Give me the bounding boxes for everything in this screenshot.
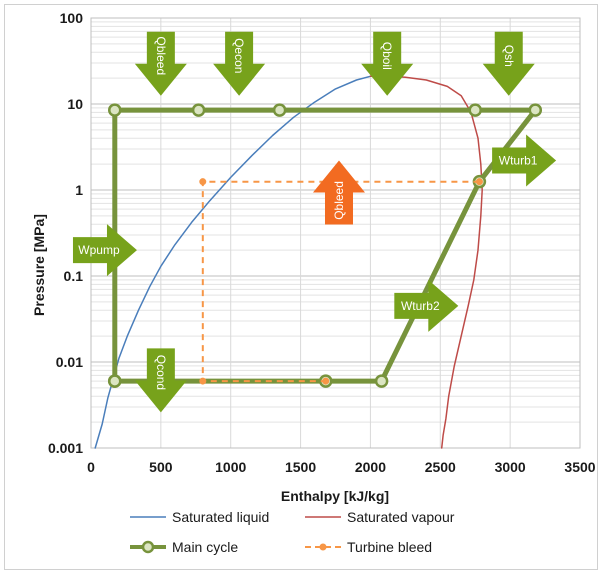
- data-point: [322, 377, 330, 385]
- arrow-label: Qboil: [380, 42, 394, 70]
- arrow-wturb2: Wturb2: [394, 279, 459, 332]
- x-tick-label: 3500: [564, 459, 595, 475]
- legend-label: Main cycle: [172, 539, 238, 555]
- arrow-shape: [361, 31, 414, 96]
- arrow-shape: [492, 134, 557, 187]
- series-line-saturated-liquid: [94, 75, 372, 449]
- y-axis-title: Pressure [MPa]: [31, 214, 47, 316]
- arrow-qsh: Qsh: [482, 31, 535, 96]
- arrow-qbleed: Qbleed: [134, 31, 187, 96]
- x-tick-label: 1000: [215, 459, 246, 475]
- x-tick-label: 3000: [495, 459, 526, 475]
- series-line-turbine-bleed: [201, 180, 480, 383]
- legend-marker: [141, 540, 155, 554]
- data-point: [374, 374, 389, 388]
- data-point: [199, 178, 207, 186]
- arrow-label: Wpump: [78, 243, 120, 257]
- data-point: [272, 103, 287, 117]
- arrow-shape: [312, 160, 365, 225]
- x-tick-label: 2000: [355, 459, 386, 475]
- x-tick-label: 2500: [425, 459, 456, 475]
- y-tick-label: 0.001: [48, 440, 83, 456]
- legend: Saturated liquid Saturated vapour Main cyc…: [130, 509, 455, 555]
- x-axis-title: Enthalpy [kJ/kg]: [281, 488, 389, 504]
- data-point: [108, 103, 122, 117]
- data-point: [475, 178, 483, 186]
- y-tick-label: 0.1: [64, 268, 84, 284]
- arrow-label: Qecon: [232, 38, 246, 73]
- legend-marker: [319, 543, 327, 551]
- arrow-qboil: Qboil: [361, 31, 414, 96]
- arrow-qcond: Qcond: [134, 348, 187, 413]
- arrow-shape: [72, 224, 137, 277]
- data-point: [199, 377, 207, 385]
- data-point: [528, 103, 543, 117]
- arrow-qbleed: Qbleed: [312, 160, 365, 225]
- x-tick-label: 500: [149, 459, 173, 475]
- arrow-label: Qbleed: [332, 181, 346, 220]
- arrow-shape: [134, 31, 187, 96]
- legend-label: Saturated liquid: [172, 509, 269, 525]
- arrow-shape: [394, 279, 459, 332]
- legend-label: Turbine bleed: [347, 539, 432, 555]
- arrow-shape: [134, 348, 187, 413]
- arrow-shape: [213, 31, 266, 96]
- data-point: [191, 103, 206, 117]
- y-tick-label: 100: [60, 10, 84, 26]
- y-tick-label: 1: [75, 182, 83, 198]
- arrow-shape: [482, 31, 535, 96]
- data-point: [108, 374, 122, 388]
- arrow-wpump: Wpump: [72, 224, 137, 277]
- y-tick-label: 0.01: [56, 354, 83, 370]
- chart-frame: [4, 4, 598, 570]
- arrow-label: Qsh: [502, 45, 516, 67]
- series-layer: [94, 75, 543, 449]
- plot-area-border: [90, 17, 581, 449]
- x-tick-label: 0: [87, 459, 95, 475]
- tick-layer: 0 500 1000 1500 2000 2500 3000 3500 0.001 0.01 0.1…: [48, 10, 596, 475]
- arrow-layer: Qbleed Qecon Qboil Qsh Qbleed Wturb1 Wpump Wtur…: [72, 31, 557, 413]
- arrow-label: Wturb2: [401, 299, 440, 313]
- arrow-label: Qbleed: [154, 36, 168, 75]
- arrow-qecon: Qecon: [213, 31, 266, 96]
- y-tick-label: 10: [67, 96, 83, 112]
- x-tick-label: 1500: [285, 459, 316, 475]
- arrow-wturb1: Wturb1: [492, 134, 557, 187]
- legend-label: Saturated vapour: [347, 509, 455, 525]
- axes-layer: [90, 17, 581, 449]
- arrow-label: Qcond: [154, 355, 168, 390]
- series-line-saturated-vapour: [369, 75, 483, 449]
- arrow-label: Wturb1: [499, 154, 538, 168]
- data-point: [468, 103, 482, 117]
- series-line-main-cycle: [112, 107, 538, 384]
